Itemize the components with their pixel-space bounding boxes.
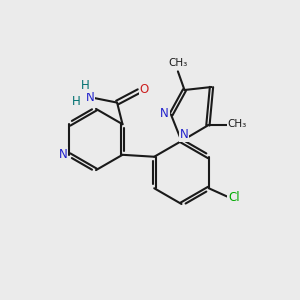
Text: N: N: [160, 106, 169, 120]
Text: H: H: [81, 79, 89, 92]
Text: N: N: [86, 91, 94, 104]
Text: H: H: [72, 94, 80, 108]
Text: N: N: [58, 148, 67, 161]
Text: O: O: [140, 83, 149, 96]
Text: CH₃: CH₃: [227, 119, 247, 129]
Text: N: N: [179, 128, 188, 141]
Text: Cl: Cl: [228, 191, 240, 204]
Text: CH₃: CH₃: [168, 58, 188, 68]
